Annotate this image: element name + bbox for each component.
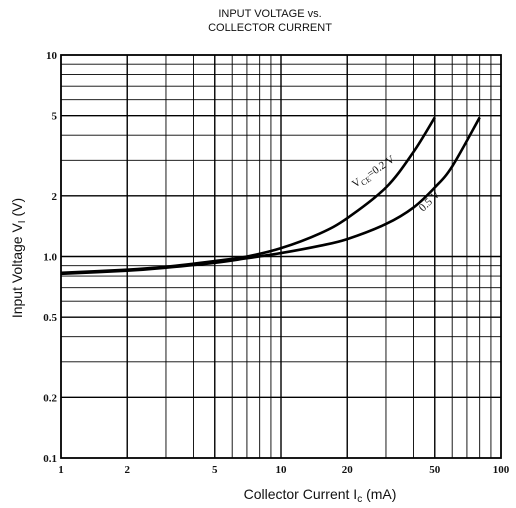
x-tick-label: 10: [276, 464, 288, 476]
x-tick-labels: 1 2 5 10 20 50 100: [58, 464, 510, 476]
chart-title-line1: INPUT VOLTAGE vs.: [218, 8, 321, 20]
y-tick-label: 1.0: [43, 252, 57, 264]
y-tick-label: 10: [46, 50, 58, 62]
series-line-0: [60, 116, 436, 275]
y-tick-label: 0.2: [43, 392, 57, 404]
plot-frame: [60, 54, 502, 459]
x-axis-label: Collector Current Ic (mA): [244, 486, 397, 505]
y-tick-label: 0.5: [43, 312, 57, 324]
curve-label-vce-0.5: 0.5 V: [417, 189, 443, 215]
series-line-1: [60, 116, 481, 276]
y-tick-labels: 0.1 0.2 0.5 1.0 2 5 10: [43, 50, 57, 465]
y-tick-label: 5: [52, 111, 58, 123]
grid: [61, 55, 501, 458]
y-tick-label: 2: [52, 191, 58, 203]
curve-label-vce-0.2: VCE=0.2 V: [350, 153, 398, 192]
curves: [60, 116, 481, 276]
y-tick-label: 0.1: [43, 453, 57, 465]
x-tick-label: 100: [493, 464, 510, 476]
chart-title-line2: COLLECTOR CURRENT: [208, 22, 332, 34]
x-tick-label: 5: [212, 464, 218, 476]
x-tick-label: 50: [429, 464, 441, 476]
y-axis-label: Input Voltage VI (V): [9, 198, 28, 318]
x-tick-label: 2: [124, 464, 130, 476]
x-tick-label: 20: [342, 464, 354, 476]
x-tick-label: 1: [58, 464, 64, 476]
